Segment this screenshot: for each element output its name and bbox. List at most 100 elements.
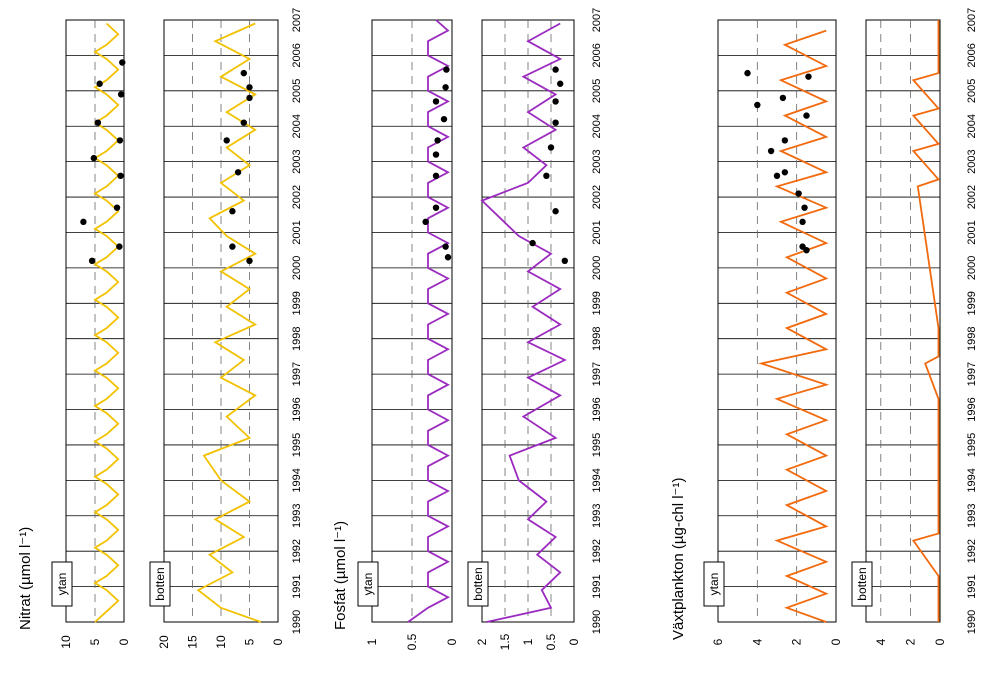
- year-tick-label: 1996: [291, 397, 303, 421]
- value-tick-label: 0.5: [405, 633, 419, 650]
- value-tick-label: 2: [790, 638, 804, 645]
- value-tick-label: 0: [829, 638, 843, 645]
- year-tick-label: 1997: [291, 362, 303, 386]
- observation-point: [440, 115, 448, 123]
- observation-point: [240, 69, 247, 77]
- value-tick-label: 1: [365, 638, 379, 645]
- year-tick-label: 1995: [591, 433, 603, 457]
- chart-title: Fosfat (µmol l⁻¹): [332, 521, 349, 630]
- year-tick-label: 2006: [966, 43, 978, 67]
- year-tick-label: 2003: [591, 149, 603, 173]
- year-tick-label: 2003: [291, 149, 303, 173]
- value-tick-label: 0: [117, 638, 131, 645]
- year-tick-label: 2001: [966, 220, 978, 244]
- series-line: [911, 20, 941, 622]
- observation-point: [547, 144, 555, 151]
- year-tick-label: 1990: [591, 610, 603, 634]
- observation-point: [773, 172, 781, 180]
- panel-label-box: [149, 561, 171, 607]
- observation-point: [117, 172, 124, 180]
- observation-point: [116, 243, 123, 250]
- year-tick-label: 1999: [591, 291, 603, 315]
- panel-label-box: [51, 561, 73, 607]
- observation-point: [113, 204, 121, 211]
- observation-point: [561, 257, 568, 264]
- observation-point: [744, 69, 751, 77]
- panel-label: ytan: [55, 573, 69, 596]
- chart-title: Växtplankton (µg-chl l⁻¹): [670, 478, 687, 640]
- year-tick-label: 2007: [966, 8, 978, 32]
- observation-point: [444, 254, 452, 261]
- observation-point: [117, 91, 125, 98]
- observation-point: [422, 218, 429, 226]
- observation-point: [754, 101, 761, 109]
- observation-point: [767, 147, 775, 155]
- value-tick-label: 6: [711, 638, 725, 645]
- year-tick-label: 2001: [591, 220, 603, 244]
- observation-point: [529, 239, 536, 247]
- year-tick-label: 1991: [291, 574, 303, 598]
- observation-point: [246, 257, 253, 264]
- year-tick-label: 1990: [966, 610, 978, 634]
- panel-frame: [717, 19, 837, 623]
- value-tick-label: 0: [567, 638, 581, 645]
- year-tick-label: 1993: [591, 504, 603, 528]
- observation-point: [803, 112, 810, 119]
- chart-group-0: Nitrat (µmol l⁻¹) 1990 1991 1992 1993 1994 199…: [17, 8, 303, 649]
- value-tick-label: 2: [903, 638, 917, 645]
- value-tick-label: 5: [88, 638, 102, 645]
- year-tick-label: 2004: [591, 114, 603, 138]
- observation-point: [229, 243, 236, 250]
- observation-point: [442, 84, 449, 91]
- observation-point: [799, 218, 806, 226]
- observation-point: [779, 94, 787, 102]
- year-tick-label: 1992: [966, 539, 978, 563]
- observation-point: [801, 204, 808, 211]
- value-tick-label: 0.5: [544, 633, 558, 650]
- year-tick-label: 1995: [966, 433, 978, 457]
- series-line: [196, 22, 262, 623]
- year-tick-label: 1997: [966, 362, 978, 386]
- year-tick-label: 1991: [966, 574, 978, 598]
- value-tick-label: 0: [271, 638, 285, 645]
- observation-point: [434, 137, 441, 144]
- observation-point: [552, 66, 559, 73]
- value-tick-label: 10: [214, 635, 228, 649]
- year-tick-label: 1998: [291, 326, 303, 350]
- observation-point: [805, 73, 812, 80]
- observation-point: [781, 137, 789, 144]
- year-tick-label: 1996: [591, 397, 603, 421]
- panel-label: botten: [153, 567, 167, 600]
- observation-point: [432, 172, 440, 180]
- observation-point: [799, 243, 806, 250]
- value-tick-label: 4: [874, 638, 888, 645]
- observation-point: [795, 190, 802, 197]
- value-tick-label: 15: [186, 635, 200, 649]
- year-tick-label: 2002: [591, 185, 603, 209]
- year-tick-label: 1999: [966, 291, 978, 315]
- panel-ytan: 10 5 0 ytan: [51, 19, 131, 649]
- year-tick-label: 1996: [966, 397, 978, 421]
- observation-point: [116, 137, 124, 144]
- year-tick-label: 1995: [291, 433, 303, 457]
- series-line: [480, 22, 567, 623]
- observation-point: [432, 98, 440, 105]
- panel-botten: 2 1.5 1 0.5 0 botten: [467, 19, 581, 650]
- panel-label-box: [467, 561, 489, 607]
- observation-point: [246, 94, 253, 102]
- value-tick-label: 5: [243, 638, 257, 645]
- value-tick-label: 1.5: [498, 633, 512, 650]
- value-tick-label: 0: [933, 638, 947, 645]
- observation-point: [96, 80, 103, 87]
- panel-ytan: 1 0.5 0 ytan: [357, 19, 459, 650]
- panel-ytan: 6 4 2 0 ytan: [703, 19, 843, 645]
- panel-botten: 20 15 10 5 0 botten: [149, 19, 285, 649]
- panel-label-box: [851, 561, 873, 607]
- value-tick-label: 1: [521, 638, 535, 645]
- year-tick-label: 2002: [966, 185, 978, 209]
- observation-point: [557, 80, 564, 87]
- year-tick-label: 2002: [291, 185, 303, 209]
- year-tick-label: 1994: [291, 468, 303, 492]
- panel-label: botten: [855, 567, 869, 600]
